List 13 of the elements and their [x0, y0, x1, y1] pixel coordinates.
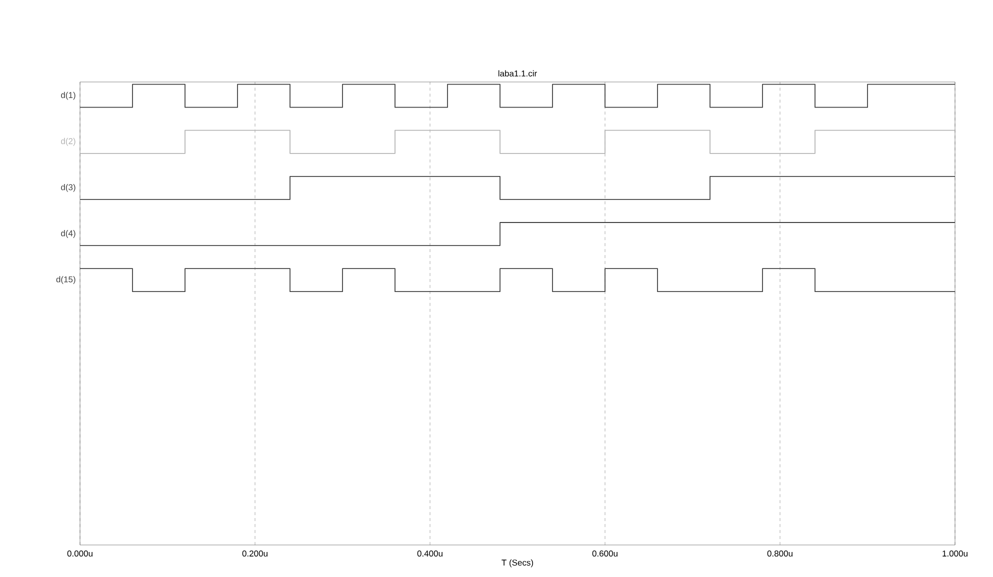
- x-tick-label: 0.600u: [592, 550, 618, 557]
- x-tick-label: 0.200u: [242, 550, 268, 557]
- x-axis-title: T (Secs): [502, 559, 534, 568]
- series-label: d(1): [61, 92, 76, 100]
- x-tick-label: 0.800u: [767, 550, 792, 557]
- series-label: d(2): [61, 138, 76, 146]
- x-tick-label: 1.000u: [942, 550, 968, 557]
- x-tick-label: 0.400u: [417, 550, 442, 557]
- series-label: d(3): [61, 184, 76, 192]
- series-label: d(4): [61, 230, 76, 238]
- x-tick-label: 0.000u: [67, 550, 92, 557]
- series-label: d(15): [56, 276, 76, 284]
- chart-title: laba1.1.cir: [498, 70, 537, 76]
